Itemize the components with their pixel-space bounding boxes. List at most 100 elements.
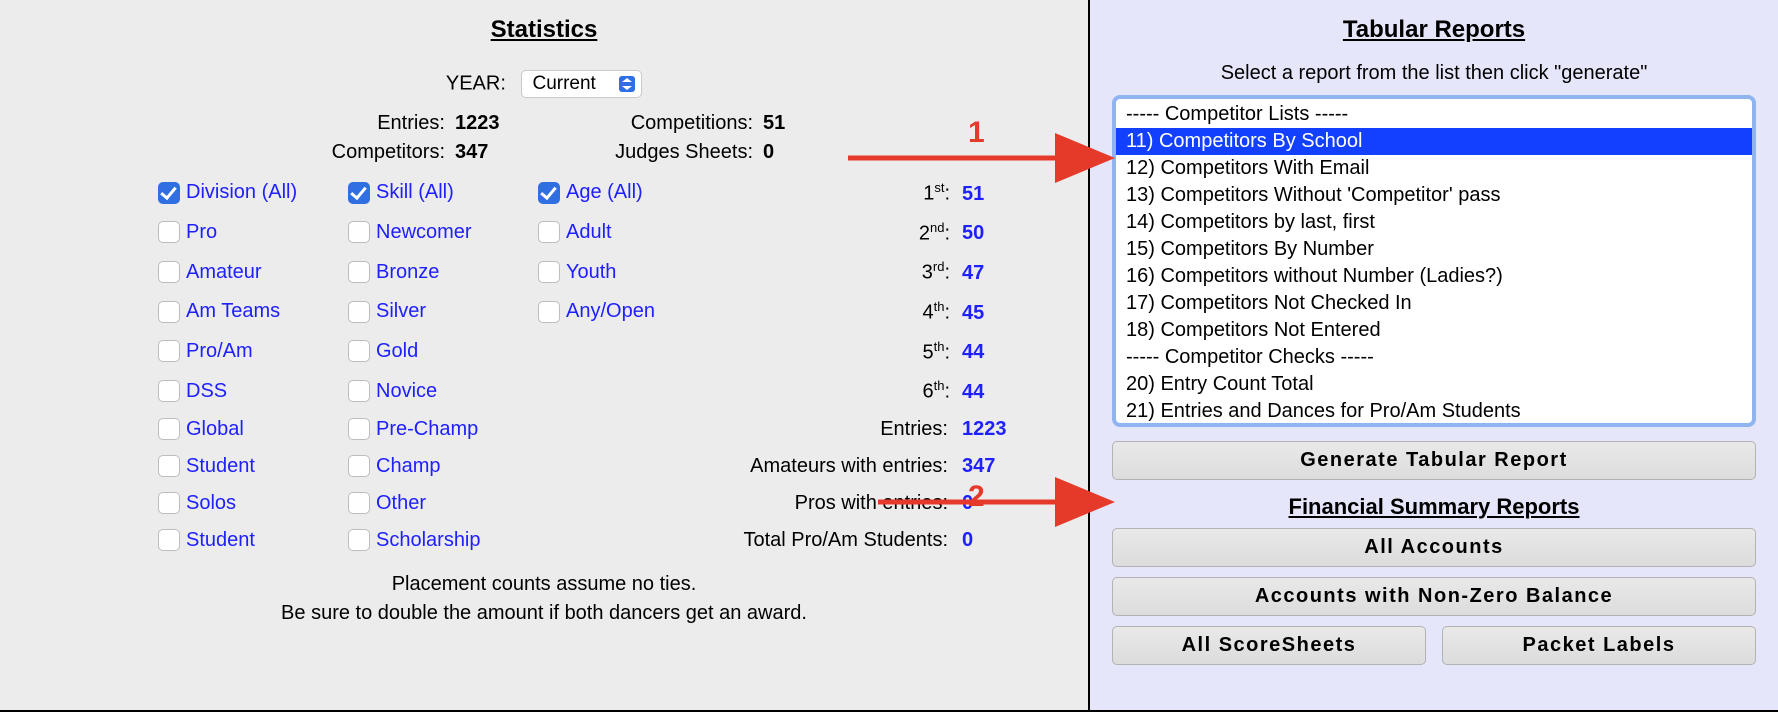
checkbox-icon	[158, 340, 180, 362]
checkbox-label: Champ	[376, 455, 440, 478]
generate-report-button[interactable]: Generate Tabular Report	[1112, 441, 1756, 480]
skill-checkbox-0[interactable]: Skill (All)	[348, 180, 538, 206]
placement-label: 2nd:	[919, 220, 950, 246]
tabular-reports-title: Tabular Reports	[1112, 16, 1756, 44]
report-list-item[interactable]: 17) Competitors Not Checked In	[1116, 290, 1752, 317]
report-list-item[interactable]: 20) Entry Count Total	[1116, 371, 1752, 398]
entries-label: Entries:	[265, 112, 445, 135]
summary-stat-value: 347	[962, 455, 1008, 478]
checkbox-icon	[348, 182, 370, 204]
report-list-item[interactable]: 14) Competitors by last, first	[1116, 209, 1752, 236]
division-checkbox-5[interactable]: DSS	[158, 378, 348, 404]
checkbox-icon	[158, 380, 180, 402]
placement-row: 5th:44	[703, 339, 1008, 365]
checkbox-icon	[158, 418, 180, 440]
checkbox-label: Silver	[376, 300, 426, 323]
checkbox-icon	[348, 301, 370, 323]
placement-label: 4th:	[922, 299, 950, 325]
report-list-item[interactable]: 15) Competitors By Number	[1116, 236, 1752, 263]
skill-checkbox-1[interactable]: Newcomer	[348, 220, 538, 246]
financial-reports-title: Financial Summary Reports	[1112, 494, 1756, 520]
checkbox-label: Scholarship	[376, 529, 481, 552]
summary-stat-value: 1223	[962, 418, 1008, 441]
placement-value: 44	[962, 341, 1008, 364]
report-list-item[interactable]: 18) Competitors Not Entered	[1116, 317, 1752, 344]
annotation-number-2: 2	[968, 480, 985, 514]
report-list-item[interactable]: 12) Competitors With Email	[1116, 155, 1752, 182]
footnote-1: Placement counts assume no ties.	[28, 570, 1060, 599]
age-checkbox-1[interactable]: Adult	[538, 220, 703, 246]
checkbox-icon	[158, 301, 180, 323]
skill-checkbox-7[interactable]: Champ	[348, 455, 538, 478]
report-list[interactable]: ----- Competitor Lists -----11) Competit…	[1112, 95, 1756, 427]
skill-checkbox-2[interactable]: Bronze	[348, 259, 538, 285]
age-checkbox-0[interactable]: Age (All)	[538, 180, 703, 206]
nonzero-accounts-button[interactable]: Accounts with Non-Zero Balance	[1112, 577, 1756, 616]
skill-checkbox-4[interactable]: Gold	[348, 339, 538, 365]
division-checkbox-8[interactable]: Solos	[158, 492, 348, 515]
report-list-item[interactable]: 16) Competitors without Number (Ladies?)	[1116, 263, 1752, 290]
competitors-label: Competitors:	[265, 141, 445, 164]
division-checkbox-0[interactable]: Division (All)	[158, 180, 348, 206]
skill-checkbox-5[interactable]: Novice	[348, 378, 538, 404]
report-list-item[interactable]: ----- Competitor Checks -----	[1116, 344, 1752, 371]
checkbox-label: Pre-Champ	[376, 418, 478, 441]
checkbox-label: Novice	[376, 380, 437, 403]
skill-checkbox-6[interactable]: Pre-Champ	[348, 418, 538, 441]
reports-panel: Tabular Reports Select a report from the…	[1090, 0, 1778, 710]
checkbox-icon	[158, 492, 180, 514]
checkbox-icon	[348, 221, 370, 243]
competitions-label: Competitions:	[573, 112, 753, 135]
summary-stat-label: Entries:	[880, 418, 948, 441]
checkbox-label: Student	[186, 455, 255, 478]
placement-value: 47	[962, 262, 1008, 285]
checkbox-icon	[348, 529, 370, 551]
age-checkbox-3[interactable]: Any/Open	[538, 299, 703, 325]
skill-checkbox-8[interactable]: Other	[348, 492, 538, 515]
division-checkbox-6[interactable]: Global	[158, 418, 348, 441]
report-list-item[interactable]: ----- Competitor Lists -----	[1116, 101, 1752, 128]
report-list-item[interactable]: 13) Competitors Without 'Competitor' pas…	[1116, 182, 1752, 209]
checkbox-label: Bronze	[376, 261, 439, 284]
summary-stat-row: Total Pro/Am Students: 0	[703, 529, 1008, 552]
judges-label: Judges Sheets:	[573, 141, 753, 164]
checkbox-label: Amateur	[186, 261, 262, 284]
summary-stat-row: Amateurs with entries: 347	[703, 455, 1008, 478]
packet-labels-button[interactable]: Packet Labels	[1442, 626, 1756, 665]
division-checkbox-4[interactable]: Pro/Am	[158, 339, 348, 365]
skill-checkbox-3[interactable]: Silver	[348, 299, 538, 325]
checkbox-label: Skill (All)	[376, 181, 454, 204]
summary-stat-label: Total Pro/Am Students:	[743, 529, 948, 552]
division-checkbox-1[interactable]: Pro	[158, 220, 348, 246]
report-list-item[interactable]: 11) Competitors By School	[1116, 128, 1752, 155]
competitors-value: 347	[455, 141, 515, 164]
all-accounts-button[interactable]: All Accounts	[1112, 528, 1756, 567]
footnote-2: Be sure to double the amount if both dan…	[28, 599, 1060, 628]
skill-checkbox-9[interactable]: Scholarship	[348, 529, 538, 552]
summary-stat-label: Pros with entries:	[795, 492, 948, 515]
age-checkbox-2[interactable]: Youth	[538, 259, 703, 285]
checkbox-icon	[348, 340, 370, 362]
competitions-value: 51	[763, 112, 823, 135]
summary-stat-row: Pros with entries:0	[703, 492, 1008, 515]
year-row: YEAR: Current	[28, 70, 1060, 98]
report-list-item[interactable]: 21) Entries and Dances for Pro/Am Studen…	[1116, 398, 1752, 425]
year-select[interactable]: Current	[521, 70, 642, 98]
division-checkbox-3[interactable]: Am Teams	[158, 299, 348, 325]
division-checkbox-9[interactable]: Student	[158, 529, 348, 552]
annotation-number-1: 1	[968, 116, 985, 150]
checkbox-icon	[158, 261, 180, 283]
reports-subtitle: Select a report from the list then click…	[1112, 62, 1756, 85]
placement-label: 6th:	[922, 378, 950, 404]
division-checkbox-2[interactable]: Amateur	[158, 259, 348, 285]
placement-value: 51	[962, 183, 1008, 206]
checkbox-icon	[348, 492, 370, 514]
checkbox-icon	[538, 182, 560, 204]
top-stats: Entries:1223 Competitors:347 Competition…	[28, 112, 1060, 164]
division-checkbox-7[interactable]: Student	[158, 455, 348, 478]
summary-stat-value: 0	[962, 529, 1008, 552]
all-scoresheets-button[interactable]: All ScoreSheets	[1112, 626, 1426, 665]
checkbox-label: Division (All)	[186, 181, 297, 204]
placement-row: 3rd:47	[703, 259, 1008, 285]
summary-stat-label: Amateurs with entries:	[750, 455, 948, 478]
